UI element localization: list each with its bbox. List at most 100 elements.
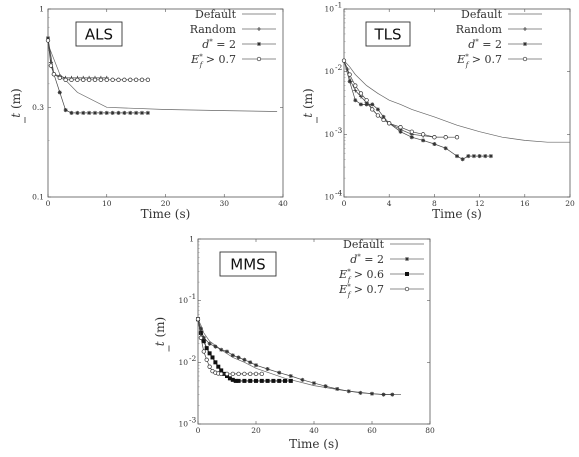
data-point xyxy=(300,377,305,382)
data-point xyxy=(63,108,68,113)
data-point xyxy=(265,378,270,383)
tls-badge-box xyxy=(365,21,411,47)
tls-y-axis: 10-410-310-210-1 xyxy=(324,1,570,202)
x-tick-label: 0 xyxy=(342,199,347,208)
legend-entry-label: E* f > 0.7 xyxy=(190,53,236,69)
data-point xyxy=(466,154,471,159)
y-tick-exponent: -3 xyxy=(189,416,197,425)
als-badge-box xyxy=(75,21,123,47)
data-point xyxy=(207,364,212,369)
mms-x-axis: 0 20 40 60 80 xyxy=(196,239,435,435)
data-point xyxy=(254,378,258,383)
data-point xyxy=(198,326,203,331)
data-point xyxy=(390,392,395,397)
data-point xyxy=(195,317,201,322)
als-y-axis: 0.1 0.3 1 xyxy=(32,5,283,202)
mms-legend: Default d* = 2 E* f > 0.6E* f > 0.7 xyxy=(338,238,424,299)
data-point xyxy=(133,77,139,82)
data-point xyxy=(45,38,51,43)
series-line xyxy=(197,319,401,395)
als-y-axis-title: t (m) xyxy=(9,88,23,117)
data-point xyxy=(341,58,347,63)
data-point xyxy=(75,77,80,82)
x-tick-label: 12 xyxy=(475,199,485,208)
data-point xyxy=(57,90,62,95)
data-point xyxy=(210,355,215,360)
data-point xyxy=(225,349,229,354)
x-tick-label: 60 xyxy=(367,426,377,435)
y-tick-exponent: -3 xyxy=(335,126,343,135)
data-point xyxy=(248,371,253,377)
data-point xyxy=(207,351,212,356)
data-point xyxy=(236,355,241,360)
als-series-2 xyxy=(46,36,150,115)
data-point xyxy=(358,102,363,107)
legend-entry-label: E* f > 0.7 xyxy=(338,283,384,299)
data-point xyxy=(69,77,74,82)
data-point xyxy=(432,135,437,140)
data-point xyxy=(454,135,460,140)
y-tick-label: 0.1 xyxy=(32,193,44,202)
legend-swatch-marker xyxy=(257,27,261,31)
data-point xyxy=(398,129,403,134)
data-point xyxy=(87,110,92,115)
series-line xyxy=(197,319,393,395)
y-tick-exponent: -2 xyxy=(189,354,197,363)
data-point xyxy=(398,125,403,130)
data-point xyxy=(46,36,50,41)
data-point xyxy=(381,392,386,397)
data-point xyxy=(358,390,363,395)
data-point xyxy=(409,135,414,140)
y-tick-label: 10 xyxy=(324,5,334,14)
data-point xyxy=(288,374,293,379)
legend-swatch-marker xyxy=(405,272,409,276)
data-point xyxy=(145,77,151,82)
x-tick-label: 20 xyxy=(251,426,261,435)
y-tick-exponent: -2 xyxy=(335,63,343,72)
data-point xyxy=(432,142,437,147)
legend-swatch-marker xyxy=(523,27,527,31)
data-point xyxy=(265,366,270,371)
data-point xyxy=(98,110,103,115)
mms-series-0 xyxy=(197,319,401,395)
data-point xyxy=(353,83,358,88)
data-point xyxy=(335,386,340,391)
data-point xyxy=(75,110,80,115)
legend-entry-label: Default xyxy=(195,8,237,21)
data-point xyxy=(421,138,426,143)
data-point xyxy=(104,77,109,82)
data-point xyxy=(259,371,264,377)
data-point xyxy=(483,154,488,159)
mms-badge-box xyxy=(219,251,277,277)
data-point xyxy=(104,110,109,115)
data-point xyxy=(201,339,206,344)
x-tick-label: 20 xyxy=(161,199,171,208)
data-point xyxy=(224,371,230,377)
als-badge-label: ALS xyxy=(85,26,113,44)
legend-swatch-marker xyxy=(405,257,409,261)
data-point xyxy=(227,376,232,381)
data-point xyxy=(134,110,139,115)
data-point xyxy=(242,357,247,362)
data-point xyxy=(387,121,392,126)
data-point xyxy=(139,77,145,82)
y-tick-label: 10 xyxy=(178,296,188,305)
data-point xyxy=(219,347,224,352)
legend-entry-label: E* f > 0.7 xyxy=(456,53,502,69)
data-point xyxy=(219,371,224,377)
data-point xyxy=(92,77,98,82)
data-point xyxy=(198,330,203,335)
data-point xyxy=(86,77,92,82)
legend-entry-label: d* = 2 xyxy=(468,38,502,51)
tls-series-2 xyxy=(342,58,493,162)
data-point xyxy=(288,378,293,383)
data-point xyxy=(364,102,369,107)
data-point xyxy=(145,110,150,115)
data-point xyxy=(242,378,247,383)
mms-series-2 xyxy=(196,317,293,383)
y-tick-exponent: -1 xyxy=(189,292,196,301)
data-point xyxy=(69,110,74,115)
mms-y-axis: 10 -310 -210 -11 xyxy=(178,235,430,429)
